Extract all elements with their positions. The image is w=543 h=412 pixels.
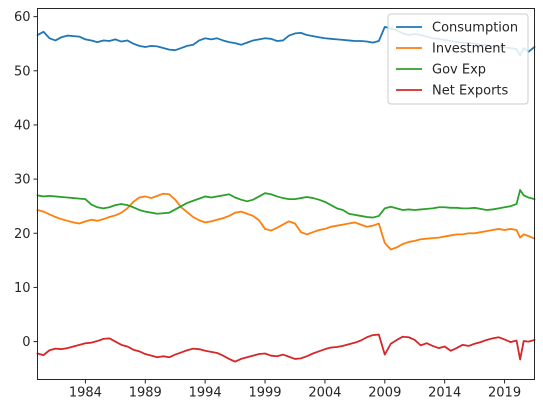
- y-tick-label: 10: [14, 281, 31, 296]
- series-line-2: [36, 189, 536, 219]
- y-tick-label: 30: [14, 173, 31, 188]
- legend-frame: [387, 13, 529, 105]
- x-tick-label: 1984: [69, 386, 102, 401]
- plot-area-frame: [37, 8, 535, 380]
- x-tick-label: 2019: [488, 386, 521, 401]
- x-tick-label: 2004: [308, 386, 341, 401]
- y-tick-label: 60: [14, 10, 31, 25]
- legend-label-2: Gov Exp: [432, 63, 486, 78]
- tick-layer: 1984 1989 1994 1999 2004 2009 2014 2019 0 10 20 30 4…: [14, 10, 521, 400]
- series-line-1: [36, 192, 536, 251]
- legend-label-1: Investment: [432, 42, 506, 57]
- x-tick-label: 1994: [189, 386, 222, 401]
- legend-label-3: Net Exports: [432, 84, 509, 99]
- series-line-3: [36, 333, 536, 363]
- y-tick-label: 0: [22, 335, 30, 350]
- legend: Consumption Investment Gov Exp Net Exports: [387, 13, 529, 105]
- y-tick-label: 50: [14, 64, 31, 79]
- y-tick-label: 40: [14, 118, 31, 133]
- x-tick-label: 1999: [248, 386, 281, 401]
- x-tick-label: 2014: [428, 386, 461, 401]
- x-tick-label: 2009: [368, 386, 401, 401]
- x-tick-label: 1989: [129, 386, 162, 401]
- y-tick-label: 20: [14, 227, 31, 242]
- legend-label-0: Consumption: [432, 21, 518, 36]
